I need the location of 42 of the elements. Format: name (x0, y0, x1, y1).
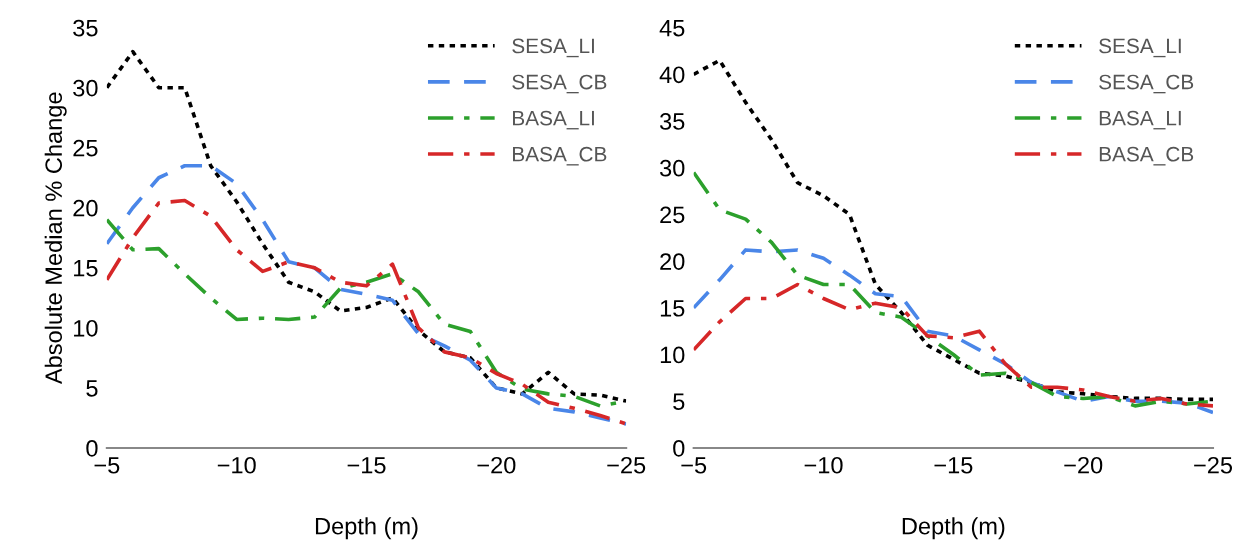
legend-label: SESA_CB (512, 74, 607, 94)
x-axis-title: Depth (m) (902, 517, 1005, 540)
y-tick-label: 15 (74, 260, 98, 277)
x-tick-label: −5 (94, 457, 120, 474)
line-series (693, 282, 1213, 408)
legend-label: SESA_LI (512, 38, 594, 58)
y-tick-label: 0 (673, 440, 685, 457)
y-tick-label: 40 (659, 66, 685, 84)
x-tick-label: −5 (681, 457, 707, 474)
y-tick-label: 10 (74, 319, 98, 337)
y-tick-label: 5 (673, 393, 685, 411)
x-tick-label: −20 (477, 456, 516, 474)
y-tick-label: 25 (73, 139, 98, 157)
legend-label: SESA_CB (1099, 74, 1194, 94)
y-tick-label: 0 (86, 440, 98, 457)
legend-label: BASA_CB (1099, 146, 1194, 166)
y-tick-label: 5 (86, 380, 98, 397)
x-tick-label: −20 (1064, 456, 1103, 474)
legend-label: BASA_LI (1099, 110, 1181, 130)
x-tick-label: −25 (1194, 456, 1233, 474)
x-tick-label: −25 (607, 456, 646, 474)
x-tick-label: −15 (934, 457, 973, 474)
y-tick-label: 35 (73, 19, 98, 37)
y-tick-label: 45 (659, 19, 685, 37)
legend-label: BASA_CB (513, 146, 607, 166)
legend-label: SESA_LI (1099, 38, 1181, 58)
y-tick-label: 25 (660, 206, 685, 224)
y-tick-label: 35 (659, 113, 685, 130)
legend-label: BASA_LI (513, 110, 594, 130)
x-tick-label: −15 (347, 457, 386, 474)
x-tick-label: −10 (217, 456, 256, 474)
y-tick-label: 20 (73, 199, 98, 217)
y-axis-title: Absolute Median % Change (44, 92, 67, 385)
y-tick-label: 30 (73, 79, 98, 97)
line-series (693, 58, 1213, 402)
y-tick-label: 30 (659, 159, 685, 177)
x-axis-title: Depth (m) (315, 517, 418, 540)
x-tick-label: −10 (804, 456, 843, 474)
y-tick-label: 10 (660, 346, 685, 364)
y-tick-label: 20 (660, 253, 685, 270)
y-tick-label: 15 (660, 300, 685, 317)
line-series (693, 248, 1213, 415)
